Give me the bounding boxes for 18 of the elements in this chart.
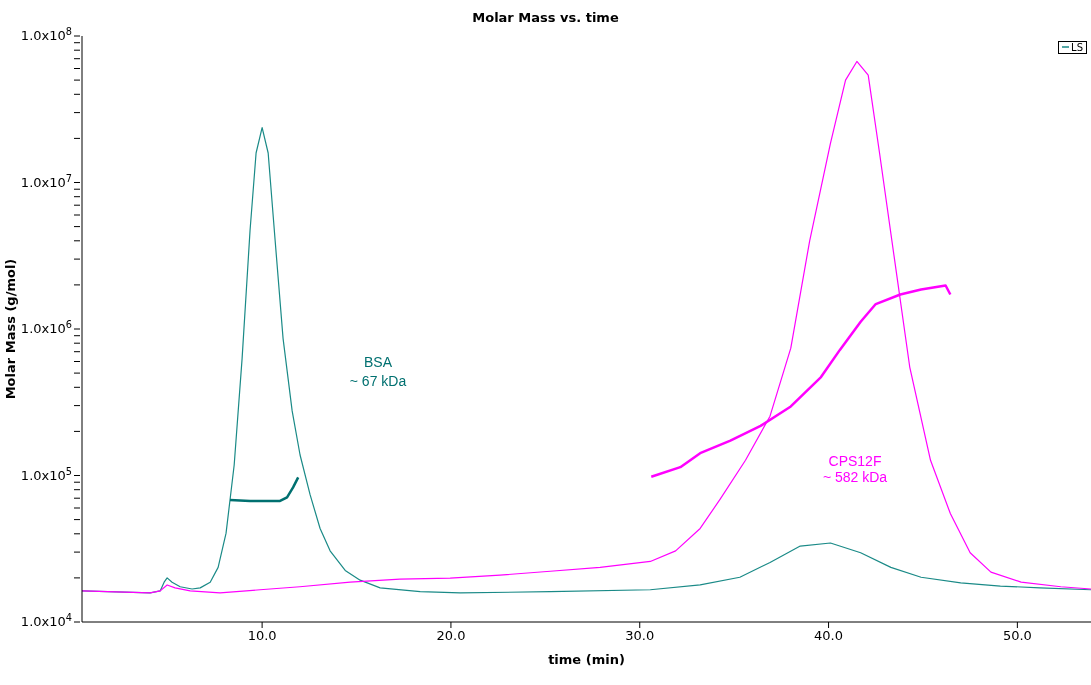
y-axis-title: Molar Mass (g/mol) xyxy=(2,258,18,400)
annotation: ~ 67 kDa xyxy=(349,373,407,389)
x-tick-label: 50.0 xyxy=(1002,628,1032,643)
y-tick-label: 1.0x10$^{4}$ xyxy=(20,611,72,629)
x-tick-label: 10.0 xyxy=(247,628,277,643)
annotation: ~ 582 kDa xyxy=(822,469,888,485)
y-tick-label: 1.0x10$^{5}$ xyxy=(20,465,72,483)
annotation: BSA xyxy=(363,354,393,370)
annotation: CPS12F xyxy=(828,453,882,469)
chart-title: Molar Mass vs. time xyxy=(471,10,620,25)
y-tick-label: 1.0x10$^{8}$ xyxy=(20,25,72,43)
x-axis-title: time (min) xyxy=(548,652,625,667)
y-tick-label: 1.0x10$^{6}$ xyxy=(20,318,72,336)
x-tick-label: 20.0 xyxy=(436,628,466,643)
x-tick-label: 30.0 xyxy=(625,628,655,643)
x-tick-label: 40.0 xyxy=(814,628,844,643)
legend-label: LS xyxy=(1071,41,1083,53)
y-tick-label: 1.0x10$^{7}$ xyxy=(20,172,72,190)
